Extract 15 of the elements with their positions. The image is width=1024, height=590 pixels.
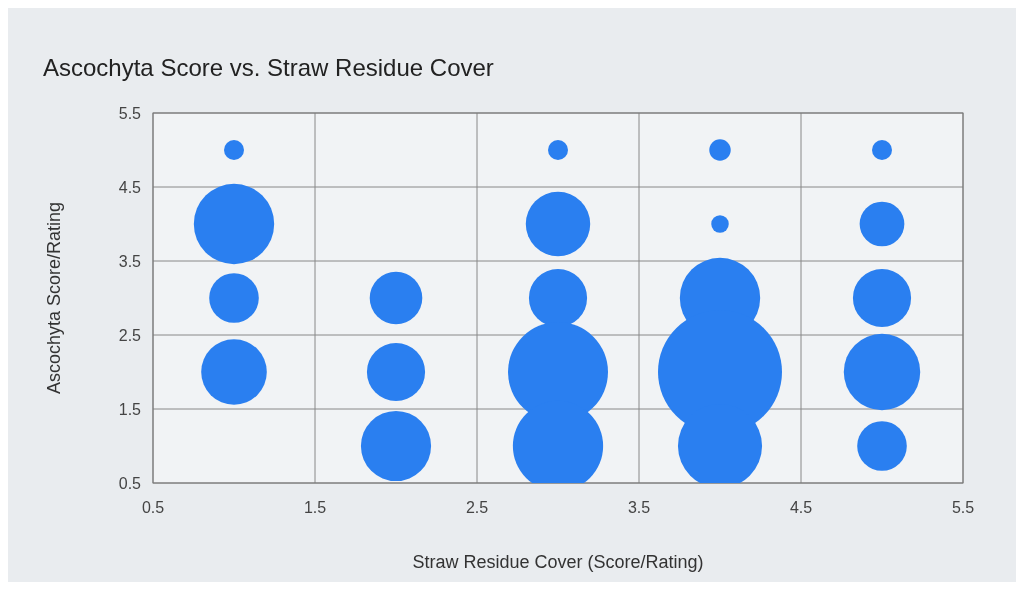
y-tick-label: 4.5	[118, 179, 142, 196]
x-tick-label: 0.5	[141, 499, 165, 516]
x-tick-label: 5.5	[951, 499, 975, 516]
chart-title: Ascochyta Score vs. Straw Residue Cover	[43, 54, 494, 81]
x-tick-label: 3.5	[627, 499, 651, 516]
y-tick-label: 2.5	[118, 327, 142, 344]
y-tick-label: 1.5	[118, 401, 142, 418]
x-axis-title: Straw Residue Cover (Score/Rating)	[412, 552, 704, 572]
y-tick-label: 3.5	[118, 253, 142, 270]
x-tick-label: 4.5	[789, 499, 813, 516]
x-tick-label: 1.5	[303, 499, 327, 516]
y-axis-title: Ascochyta Score/Rating	[44, 201, 64, 395]
x-tick-label: 2.5	[465, 499, 489, 516]
y-tick-label: 0.5	[118, 475, 142, 492]
y-tick-label: 5.5	[118, 105, 142, 122]
